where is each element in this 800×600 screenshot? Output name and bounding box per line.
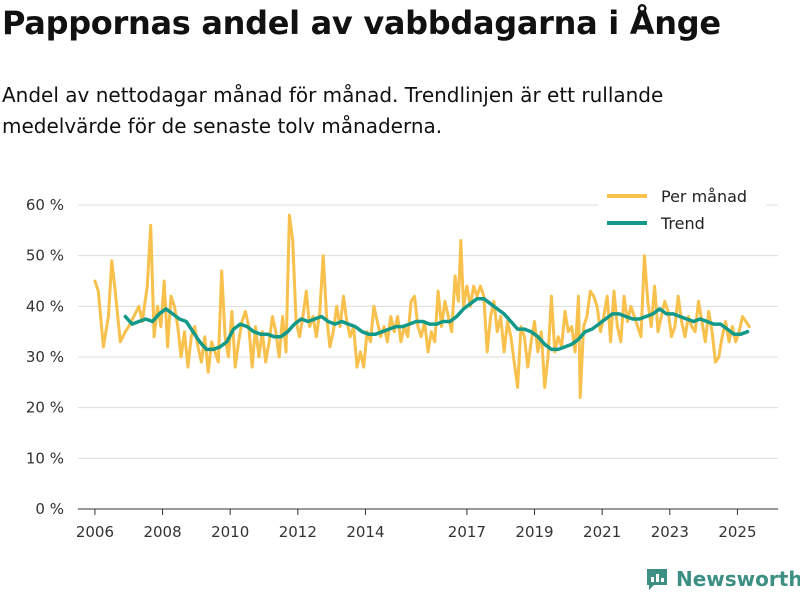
x-tick-label: 2008 bbox=[143, 523, 181, 541]
legend-label: Trend bbox=[660, 214, 705, 233]
chart-subtitle: Andel av nettodagar månad för månad. Tre… bbox=[2, 83, 664, 138]
x-tick-label: 2006 bbox=[76, 523, 114, 541]
x-tick-label: 2012 bbox=[279, 523, 317, 541]
legend: Per månad Trend bbox=[598, 183, 766, 237]
y-tick-label: 30 % bbox=[26, 348, 64, 366]
y-tick-label: 20 % bbox=[26, 399, 64, 417]
x-tick-label: 2014 bbox=[346, 523, 384, 541]
y-axis-ticks: 0 % 10 % 20 % 30 % 40 % 50 % 60 % bbox=[26, 196, 64, 518]
series-line-trend bbox=[123, 296, 750, 352]
y-tick-label: 10 % bbox=[26, 449, 64, 467]
x-tick-label: 2019 bbox=[515, 523, 553, 541]
x-tick-label: 2021 bbox=[583, 523, 621, 541]
legend-background bbox=[598, 183, 766, 237]
series-lines bbox=[93, 213, 751, 399]
y-tick-label: 60 % bbox=[26, 196, 64, 214]
y-tick-label: 40 % bbox=[26, 297, 64, 315]
newsworthy-logo-icon bbox=[647, 569, 667, 590]
x-tick-label: 2023 bbox=[651, 523, 689, 541]
legend-label: Per månad bbox=[661, 187, 747, 206]
x-axis: 2006 2008 2010 2012 2014 2017 2019 2021 2023 2025 bbox=[76, 508, 778, 541]
brand-name: Newsworthy bbox=[676, 567, 800, 591]
chart-title: Pappornas andel av vabbdagarna i Ånge bbox=[2, 4, 721, 42]
x-tick-label: 2010 bbox=[211, 523, 249, 541]
x-tick-label: 2017 bbox=[448, 523, 486, 541]
y-tick-label: 50 % bbox=[26, 247, 64, 265]
y-tick-label: 0 % bbox=[35, 500, 64, 518]
newsworthy-brand: Newsworthy bbox=[644, 566, 800, 592]
x-tick-label: 2025 bbox=[718, 523, 756, 541]
